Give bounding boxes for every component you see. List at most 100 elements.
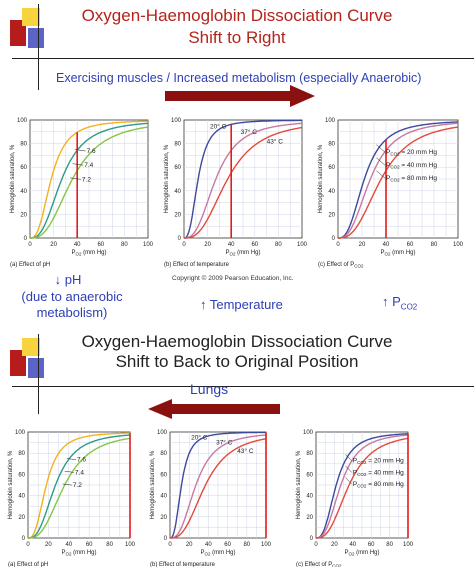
x-tick-label: 20: [204, 242, 211, 248]
y-axis-label: Hemoglobin saturation, %: [10, 144, 16, 213]
x-axis-label: PO2 (mm Hg): [71, 250, 106, 257]
y-tick-label: 100: [171, 118, 182, 124]
top-title-line1: Oxygen-Haemoglobin Dissociation Curve: [81, 6, 393, 25]
x-tick-label: 0: [336, 242, 340, 248]
co2-leader: [376, 157, 386, 166]
x-tick-label: 20: [331, 542, 338, 548]
y-tick-label: 60: [174, 165, 181, 171]
x-axis-label: PO2 (mm Hg): [380, 250, 415, 257]
x-tick-label: 20: [45, 542, 52, 548]
y-axis-label: Hemoglobin saturation, %: [150, 450, 156, 519]
top-banner: Exercising muscles / Increased metabolis…: [56, 71, 422, 85]
note-ph-arrow: ↓ pH: [54, 272, 82, 287]
y-tick-label: 80: [18, 451, 25, 457]
y-tick-label: 60: [328, 165, 335, 171]
decor-square-blue-bottom: [28, 358, 44, 378]
y-tick-label: 0: [332, 236, 336, 242]
y-tick-label: 80: [306, 451, 313, 457]
curve-co2-2: [316, 437, 409, 539]
ph-label: 7.6: [77, 457, 86, 464]
x-tick-label: 40: [349, 542, 356, 548]
co2-label: PCO2 = 80 mm Hg: [353, 481, 404, 489]
co2-leader: [345, 454, 352, 461]
co2-leader: [345, 477, 352, 485]
x-tick-label: 0: [182, 242, 186, 248]
y-tick-label: 100: [325, 118, 336, 124]
curve-temp-2: [184, 126, 303, 239]
x-tick-label: 60: [224, 542, 231, 548]
y-tick-label: 20: [20, 212, 27, 218]
x-tick-label: 40: [205, 542, 212, 548]
x-axis-label: PO2 (mm Hg): [225, 250, 260, 257]
y-tick-label: 60: [160, 472, 167, 478]
y-tick-label: 0: [24, 236, 28, 242]
co2-leader: [376, 144, 386, 153]
x-tick-label: 0: [168, 542, 172, 548]
curve-ph-0: [28, 432, 131, 539]
right-arrow-icon: [165, 85, 315, 107]
y-axis-label: Hemoglobin saturation, %: [164, 144, 170, 213]
chart-bottom-co2: 00 20 20 40 40 60 60 80 80 100 100 Hemoglobin satur…: [296, 430, 414, 567]
y-tick-label: 20: [306, 515, 313, 521]
x-tick-label: 60: [251, 242, 258, 248]
x-axis-label: PO2 (mm Hg): [344, 550, 379, 557]
bottom-banner: Lungs: [190, 381, 229, 397]
x-tick-label: 40: [74, 242, 81, 248]
decor-square-yellow-bottom: [22, 338, 40, 356]
y-tick-label: 80: [328, 142, 335, 148]
left-arrow-icon: [148, 399, 280, 419]
decor-square-red-bottom: [10, 350, 26, 376]
x-tick-label: 100: [261, 542, 272, 548]
x-tick-label: 80: [386, 542, 393, 548]
y-tick-label: 20: [328, 212, 335, 218]
curve-ph-1: [28, 434, 131, 539]
x-tick-label: 80: [275, 242, 282, 248]
y-axis-label: Hemoglobin saturation, %: [318, 144, 324, 213]
curve-temp-1: [170, 434, 267, 539]
curve-co2-2: [338, 126, 459, 239]
note-temp: ↑ Temperature: [200, 297, 283, 312]
x-axis-label: PO2 (mm Hg): [200, 550, 235, 557]
x-tick-label: 100: [453, 242, 464, 248]
temp-label: 43° C: [267, 138, 284, 146]
decor-line-h-bottom: [12, 386, 474, 387]
y-tick-label: 80: [20, 142, 27, 148]
y-tick-label: 40: [160, 494, 167, 500]
chart-top-co2: 00 20 20 40 40 60 60 80 80 100 100 Hemoglobin satur…: [318, 118, 464, 269]
note-ph-cause: (due to anaerobic metabolism): [21, 289, 123, 320]
ph-label: 7.4: [84, 162, 93, 169]
curve-co2-1: [338, 122, 459, 239]
x-tick-label: 80: [243, 542, 250, 548]
y-tick-label: 60: [18, 472, 25, 478]
ph-label: 7.2: [73, 482, 82, 489]
co2-label: PCO2 = 20 mm Hg: [386, 149, 437, 157]
x-tick-label: 100: [403, 542, 414, 548]
ph-leader: [66, 458, 76, 460]
co2-leader: [345, 465, 352, 473]
chart-bottom-temp: 00 20 20 40 40 60 60 80 80 100 100 Hemoglobin satur…: [150, 430, 272, 567]
y-tick-label: 100: [303, 430, 314, 436]
y-tick-label: 80: [174, 142, 181, 148]
x-tick-label: 80: [431, 242, 438, 248]
caption: (b) Effect of temperature: [150, 562, 216, 567]
curve-temp-1: [184, 122, 303, 239]
x-tick-label: 80: [106, 542, 113, 548]
co2-label: PCO2 = 40 mm Hg: [386, 162, 437, 170]
ph-leader: [74, 149, 86, 152]
x-tick-label: 100: [143, 242, 154, 248]
x-axis-label: PO2 (mm Hg): [61, 550, 96, 557]
ph-label: 7.6: [87, 148, 96, 155]
caption: (b) Effect of temperature: [164, 262, 230, 268]
y-tick-label: 20: [160, 515, 167, 521]
y-tick-label: 60: [306, 472, 313, 478]
ph-label: 7.2: [82, 176, 91, 183]
decor-square-blue-top: [28, 28, 44, 48]
x-tick-label: 0: [26, 542, 30, 548]
curve-ph-0: [30, 120, 149, 239]
x-tick-label: 60: [86, 542, 93, 548]
curve-temp-0: [169, 431, 267, 539]
y-tick-label: 60: [20, 165, 27, 171]
y-tick-label: 40: [328, 189, 335, 195]
caption: (a) Effect of pH: [10, 262, 50, 268]
x-tick-label: 20: [186, 542, 193, 548]
